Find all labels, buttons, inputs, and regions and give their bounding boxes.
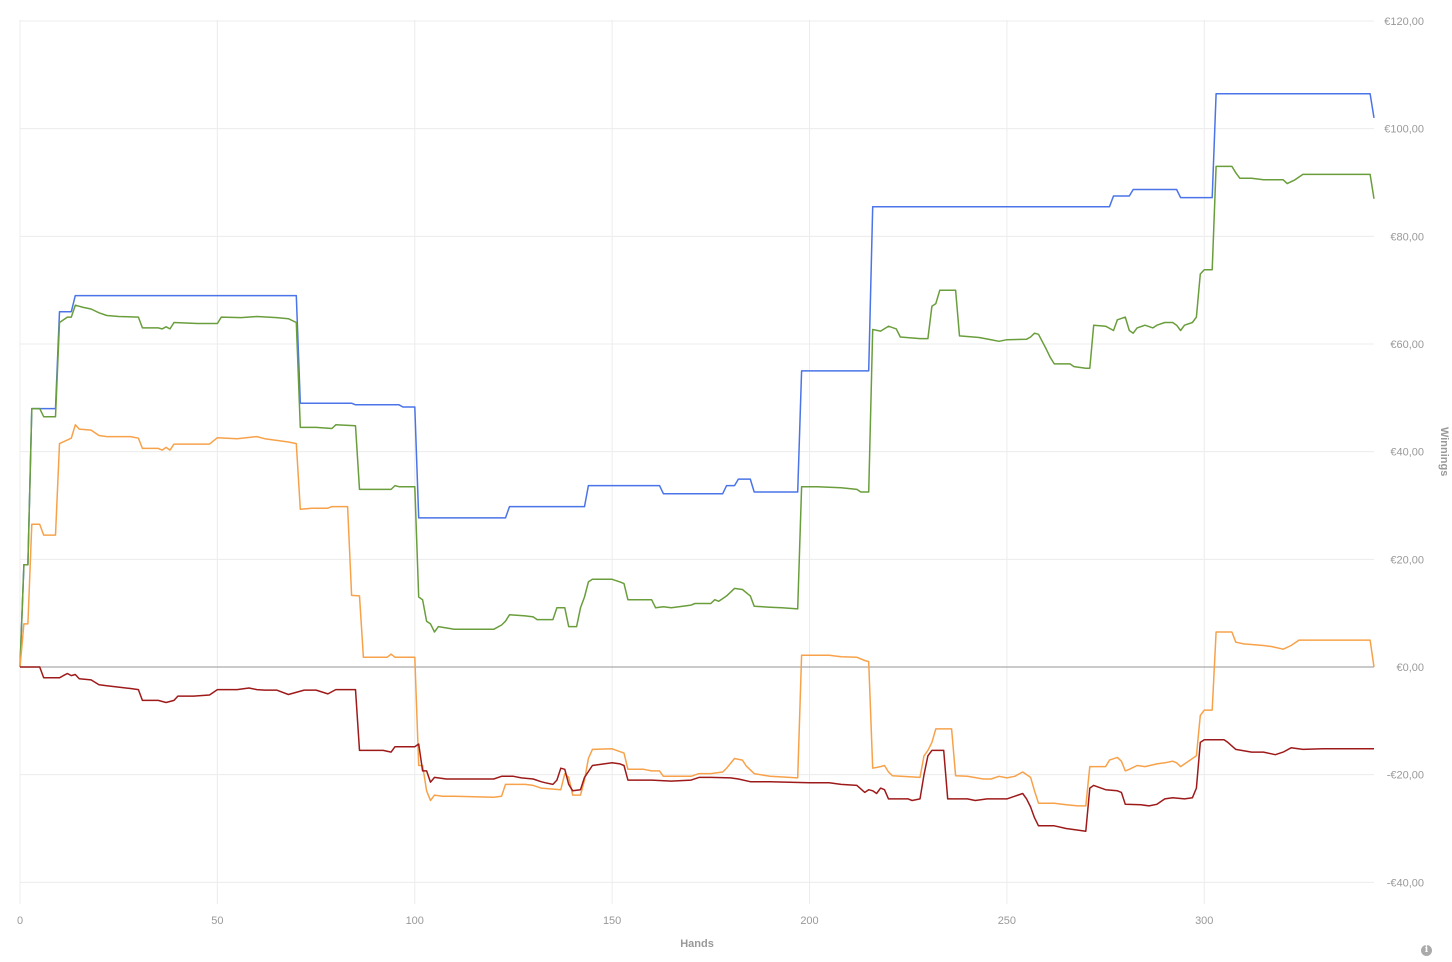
y-tick-label: -€40,00 — [1387, 877, 1424, 889]
series-line-1 — [19, 92, 1375, 668]
x-tick-label: 50 — [211, 915, 223, 927]
y-tick-label: €100,00 — [1384, 124, 1424, 136]
series-line-2 — [19, 165, 1375, 668]
y-axis-title: Winnings — [1438, 427, 1450, 476]
y-tick-label: -€20,00 — [1387, 770, 1424, 782]
x-tick-label: 150 — [603, 915, 621, 927]
y-tick-label: €60,00 — [1390, 339, 1424, 351]
series-line-4 — [20, 666, 1374, 832]
y-tick-label: €120,00 — [1384, 16, 1424, 28]
x-tick-label: 300 — [1195, 915, 1213, 927]
series-lines — [19, 92, 1375, 832]
info-icon[interactable]: i — [1421, 945, 1432, 956]
x-tick-label: 0 — [17, 915, 23, 927]
y-tick-label: €0,00 — [1396, 662, 1424, 674]
x-tick-label: 100 — [406, 915, 424, 927]
x-tick-label: 200 — [800, 915, 818, 927]
series-line-3 — [19, 424, 1375, 807]
y-tick-label: €80,00 — [1390, 231, 1424, 243]
x-tick-label: 250 — [998, 915, 1016, 927]
x-axis-title: Hands — [680, 938, 714, 950]
y-tick-label: €20,00 — [1390, 554, 1424, 566]
y-tick-labels: -€40,00 -€20,00 €0,00 €20,00 €40,00 €60,00 €80… — [1384, 16, 1424, 889]
y-tick-label: €40,00 — [1390, 447, 1424, 459]
y-gridlines — [20, 20, 1374, 883]
x-tick-labels: 0 50 100 150 200 250 300 — [17, 915, 1213, 927]
x-gridlines — [19, 20, 1205, 904]
